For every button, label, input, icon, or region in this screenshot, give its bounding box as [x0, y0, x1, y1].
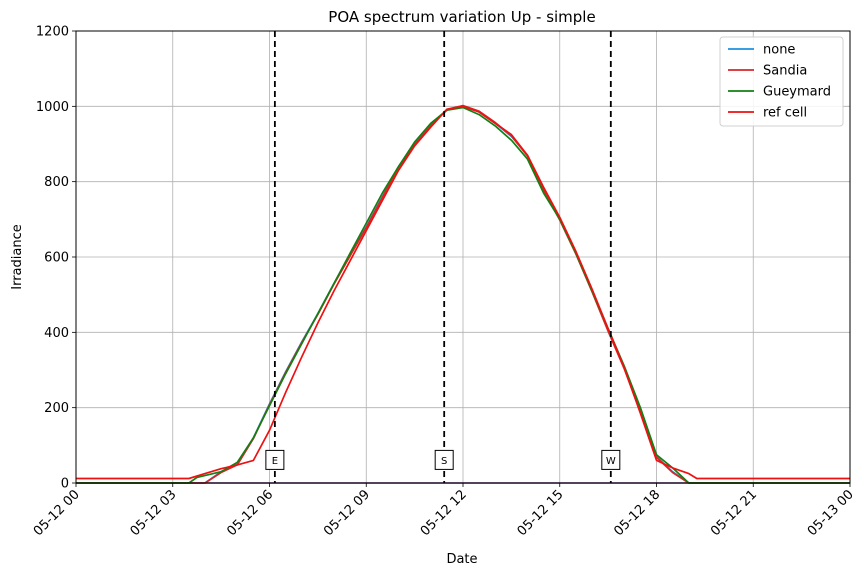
legend-box	[719, 36, 844, 127]
legend-label: Sandia	[763, 64, 807, 79]
marker-box-e	[265, 449, 285, 470]
y-tick-label: 0	[61, 477, 69, 492]
legend-label: ref cell	[763, 106, 807, 121]
marker-label-e: E	[272, 456, 278, 467]
legend: none Sandia Gueymard ref cell	[719, 36, 844, 127]
x-axis-label: Date	[446, 552, 477, 567]
y-axis-ticks: 0 200 400 600 800 1000 1200	[36, 25, 76, 492]
y-tick-label: 800	[44, 175, 69, 190]
y-tick-label: 200	[44, 401, 69, 416]
y-tick-label: 600	[44, 251, 69, 266]
y-tick-label: 400	[44, 326, 69, 341]
y-axis-label: Irradiance	[10, 224, 25, 289]
marker-box-s	[434, 449, 454, 470]
chart-title: POA spectrum variation Up - simple	[328, 8, 595, 26]
marker-label-w: W	[606, 456, 616, 467]
y-tick-label: 1200	[36, 25, 69, 40]
y-tick-label: 1000	[36, 100, 69, 115]
legend-label: Gueymard	[763, 85, 831, 100]
marker-label-s: S	[441, 456, 447, 467]
series-line-ref-cell	[76, 105, 850, 480]
legend-label: none	[763, 43, 795, 58]
marker-box-w	[601, 449, 621, 470]
